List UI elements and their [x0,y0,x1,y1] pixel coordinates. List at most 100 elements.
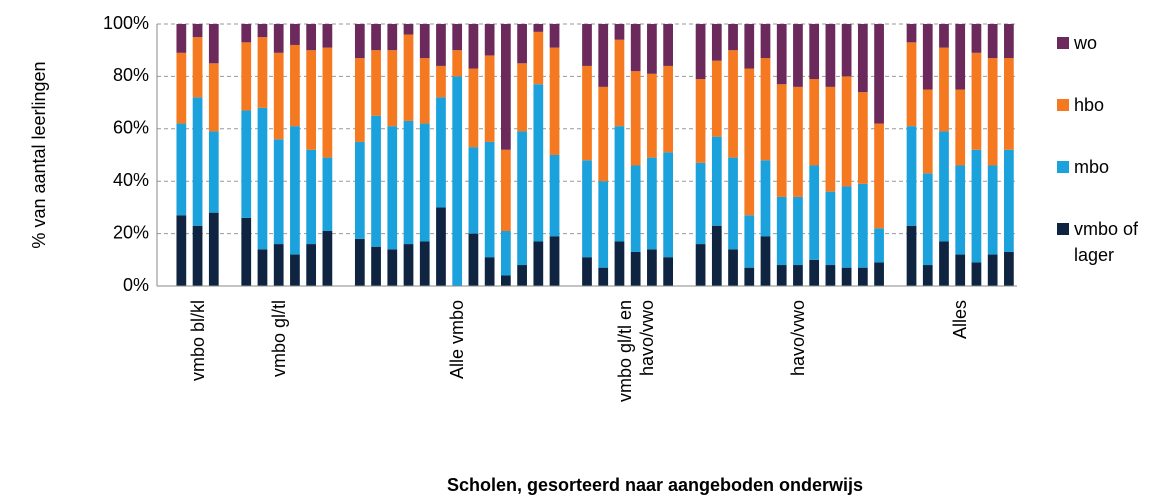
bar-segment [647,157,657,250]
bar-segment [663,24,673,66]
bar-segment [760,24,771,59]
bar-segment [371,115,381,247]
bar-segment [192,225,203,286]
y-axis-label: % van aantal leerlingen [29,61,49,248]
bar-segment [549,47,560,155]
bar-segment [1004,149,1014,252]
bar-segment [906,42,917,127]
bar-segment [1004,251,1014,286]
bar-segment [906,24,917,43]
bar-segment [273,139,284,245]
bar-segment [598,24,609,87]
bar-segment [760,236,771,286]
bar-segment [387,249,398,286]
bar-segment [663,257,673,286]
bar-segment [987,254,998,286]
bar-segment [744,215,755,268]
bar-segment [809,259,820,286]
y-tick-label: 60% [113,118,149,138]
bar-segment [208,131,219,213]
bar-segment [614,241,625,286]
bar-segment [354,58,365,142]
bar-segment [208,63,219,132]
bar-segment [176,215,187,286]
bar-segment [192,37,203,98]
bar-segment [306,244,317,286]
bar-segment [695,244,706,286]
bar-segment [484,24,495,56]
bar-segment [582,160,592,258]
bar-segment [987,24,998,59]
bar-segment [354,24,365,59]
bar-segment [614,39,625,127]
bar-segment [841,76,852,187]
bar-segment [647,73,657,158]
bar-segment [922,89,933,174]
bar-segment [582,24,592,66]
bar-segment [793,196,803,266]
bar-segment [695,79,706,163]
bar-segment [468,24,479,69]
bar-segment [501,24,511,150]
bar-segment [955,165,966,255]
bar-segment [419,123,430,242]
bar-segment [241,42,252,111]
bar-segment [825,191,836,266]
bar-segment [533,24,544,32]
x-tick-label: Alles [950,300,971,340]
bar-segment [711,60,722,137]
bar-segment [484,257,495,286]
bar-segment [939,47,949,132]
bar-segment [257,107,268,250]
bar-segment [695,162,706,245]
bar-segment [208,212,219,286]
bar-segment [809,24,820,80]
bar-segment [403,120,414,245]
bar-segment [322,47,333,158]
bar-segment [874,228,884,263]
bar-segment [776,196,787,266]
bar-segment [176,52,187,124]
legend-swatch [1057,223,1069,235]
bar-segment [647,249,657,286]
bar-segment [533,31,544,85]
bar-segment [322,24,333,48]
bar-segment [403,34,414,121]
bar-segment [322,230,333,286]
bar-segment [744,68,755,216]
bar-segment [290,24,300,45]
bar-segment [776,265,787,286]
bar-segment [176,123,187,216]
bar-segment [760,58,771,161]
bar-segment [598,181,609,268]
bar-segment [484,55,495,142]
bar-segment [241,217,252,286]
x-tick-label: vmbo gl/tl en havo/vwo [614,300,657,403]
bar-segment [663,152,673,258]
bar-segment [290,44,300,127]
bar-segment [955,24,966,90]
bar-segment [825,86,836,192]
bar-segment [354,141,365,239]
y-tick-label: 20% [113,222,149,242]
bar-segment [614,24,625,40]
bar-segment [354,238,365,286]
y-tick-label: 0% [123,275,149,295]
bar-segment [630,71,641,166]
bar-segment [549,155,560,237]
bar-segment [517,265,527,286]
bar-segment [403,24,414,35]
bar-segment [825,24,836,87]
bar-segment [468,68,479,148]
bar-segment [582,257,592,286]
bar-segment [517,24,527,64]
bar-segment [728,24,738,51]
bar-segment [176,24,187,53]
bar-segment [663,65,673,153]
bar-segment [874,262,884,286]
bar-segment [874,123,884,229]
legend-label: mbo [1074,157,1110,177]
bar-segment [371,24,381,51]
bar-segment [841,186,852,268]
